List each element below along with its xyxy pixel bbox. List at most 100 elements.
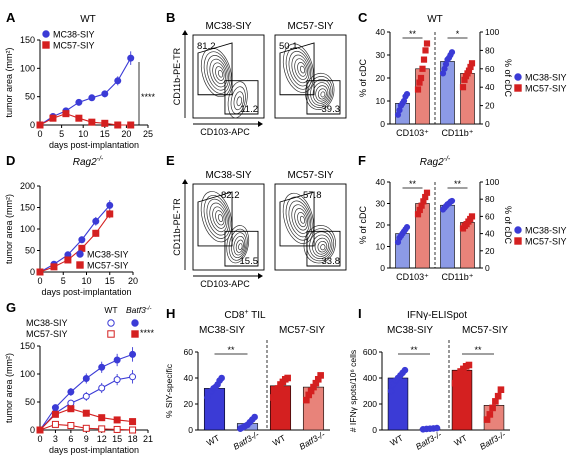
data-point <box>82 409 90 417</box>
data-point <box>98 414 106 422</box>
data-point <box>82 392 90 400</box>
contour-line <box>307 76 333 108</box>
data-point <box>401 366 409 374</box>
gate-upper <box>197 191 233 247</box>
category-label: WT <box>271 433 287 448</box>
contour-line <box>217 214 224 223</box>
y-arrow-head <box>182 179 188 184</box>
data-point <box>51 404 59 412</box>
x-tick-label: 0 <box>37 434 42 444</box>
y-tick-label: 20 <box>184 399 194 409</box>
contour-line <box>314 237 329 255</box>
y-tick-label-right: 80 <box>485 194 495 204</box>
data-point <box>129 350 137 358</box>
panel-C-title: WT <box>427 14 443 25</box>
legend-marker <box>42 41 50 49</box>
data-point <box>448 49 456 56</box>
x-tick-label: 25 <box>143 129 153 139</box>
data-point <box>403 224 411 231</box>
y-axis-label: CD11b-PE-TR <box>172 198 182 256</box>
y-tick-label-left: 10 <box>376 96 386 106</box>
y-tick-label-right: 20 <box>485 246 495 256</box>
y-axis-label: tumor area (mm²) <box>4 353 14 423</box>
gate-lower-value: 11.2 <box>240 104 258 115</box>
contour-line <box>315 85 329 102</box>
data-point <box>494 392 502 400</box>
legend-label: MC38-SIY <box>87 250 129 260</box>
panel-letter-A: A <box>6 10 16 25</box>
data-point <box>218 374 225 382</box>
data-point <box>78 236 86 244</box>
y-tick-label-right: 0 <box>485 263 490 273</box>
contour-line <box>203 51 231 94</box>
contour-line <box>212 206 227 229</box>
category-label: Batf3-/- <box>414 429 443 452</box>
panel-A-title: WT <box>80 14 96 25</box>
y-tick-label: 100 <box>20 369 35 379</box>
panel-C-chart: 0 10 20 30 40 0 20 40 60 80 100 % of cDC % of cDC ** C… <box>358 27 567 138</box>
category-label: WT <box>452 433 468 448</box>
significance-label: ** <box>410 345 418 355</box>
data-point <box>50 263 58 271</box>
data-point <box>88 118 96 126</box>
panel-letter-G: G <box>6 300 16 315</box>
y-tick-label: 0 <box>30 120 35 130</box>
contour-line <box>291 204 310 234</box>
data-point <box>468 60 476 67</box>
data-point <box>127 54 135 62</box>
contour-panel-title: MC38-SIY <box>205 170 251 181</box>
y-tick-label: 0 <box>30 267 35 277</box>
data-point <box>317 372 324 379</box>
data-point <box>67 405 75 413</box>
x-tick-label: 18 <box>128 434 138 444</box>
legend-marker <box>42 30 50 38</box>
x-tick-label: 0 <box>37 276 42 286</box>
contour-line <box>312 82 330 104</box>
y-axis-label: % SIY-specific <box>164 363 174 418</box>
category-label: CD103⁺ <box>396 272 429 282</box>
data-point <box>98 363 106 371</box>
panel-G-wt-label: WT <box>104 305 117 315</box>
panel-B-chart: MC38-SIY 81.2 11.2 MC57-SIY 50.1 39.3 CD11b-PE… <box>172 21 347 137</box>
gate-upper <box>197 42 233 96</box>
panel-I-sub-left: MC38-SIY <box>387 325 433 336</box>
contour-line <box>206 55 229 91</box>
panel-H-sub-right: MC57-SIY <box>279 325 325 336</box>
contour-line <box>317 88 327 100</box>
panel-G-batf-text: Batf3 <box>126 305 146 315</box>
panel-F-title-sup: -/- <box>444 156 451 163</box>
y-axis-label-right: % of cDC <box>503 59 513 98</box>
x-tick-label: 10 <box>78 129 88 139</box>
data-point <box>67 422 75 430</box>
category-label: Batf3-/- <box>297 429 326 452</box>
data-point <box>114 77 122 85</box>
contour-line <box>236 96 243 107</box>
x-tick-label: 21 <box>143 434 153 444</box>
y-axis-label: tumor area (mm²) <box>4 47 14 117</box>
contour-line <box>311 234 331 257</box>
legend-label: MC57-SIY <box>26 329 68 339</box>
contour-frame <box>274 34 347 119</box>
y-tick-label: 100 <box>20 224 35 234</box>
data-point <box>417 74 425 82</box>
legend-marker <box>76 261 84 269</box>
data-point <box>49 114 57 122</box>
bar <box>440 204 455 269</box>
x-tick-label: 5 <box>59 129 64 139</box>
data-point <box>92 217 100 225</box>
gate-lower <box>224 230 259 267</box>
data-point <box>423 40 431 47</box>
x-arrow-head <box>258 273 263 279</box>
gate-lower <box>306 80 341 115</box>
category-label: WT <box>205 433 221 448</box>
contour-frame <box>192 34 265 119</box>
y-tick-label: 60 <box>184 347 194 357</box>
legend-marker <box>107 330 115 338</box>
data-point <box>489 404 496 412</box>
panel-F-title: Rag2-/- <box>420 156 451 168</box>
y-tick-label: 0 <box>372 425 377 435</box>
contour-line <box>227 81 248 119</box>
legend-label: MC57-SIY <box>53 41 95 51</box>
data-point <box>88 94 96 102</box>
